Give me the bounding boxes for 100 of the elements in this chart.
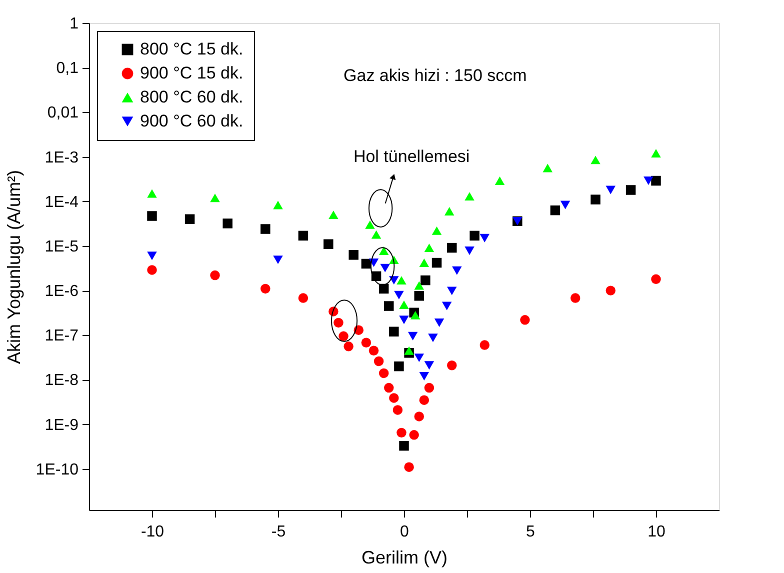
annotation: Hol tünellemesi <box>353 146 470 166</box>
point <box>348 250 358 260</box>
point <box>432 258 442 268</box>
y-tick-label: 0,01 <box>47 104 79 122</box>
point <box>570 293 580 303</box>
annotation: Gaz akis hizi : 150 sccm <box>344 66 527 85</box>
point <box>419 258 430 267</box>
point <box>590 194 600 204</box>
point <box>368 258 379 267</box>
y-axis-title: Akim Yogunlugu (A/um²) <box>4 170 24 364</box>
y-tick-label: 1E-7 <box>44 328 79 345</box>
point <box>394 361 404 372</box>
point <box>419 372 430 380</box>
point <box>324 239 334 249</box>
point <box>399 316 409 324</box>
point <box>298 230 308 241</box>
legend-label: 800 °C 15 dk. <box>140 40 244 58</box>
point <box>626 185 636 195</box>
x-tick-label: 10 <box>648 524 666 540</box>
point <box>470 230 480 241</box>
y-tick-label: 1E-5 <box>44 238 79 256</box>
point <box>464 192 474 201</box>
point <box>414 281 424 290</box>
x-tick-label: 0 <box>400 524 410 540</box>
point <box>147 265 157 275</box>
point <box>560 200 570 210</box>
point <box>374 356 384 366</box>
point <box>480 340 490 350</box>
point <box>606 186 616 194</box>
point <box>424 361 434 370</box>
y-tick-label: 1E-6 <box>44 283 79 300</box>
y-tick-label: 0,1 <box>56 60 79 78</box>
point <box>651 149 661 158</box>
y-tick-label: 1E-10 <box>36 461 79 478</box>
point <box>365 220 375 229</box>
point <box>409 430 419 440</box>
point <box>260 224 270 234</box>
point <box>442 302 452 310</box>
point <box>434 318 444 327</box>
point <box>298 293 308 303</box>
x-tick-label: -10 <box>140 524 164 540</box>
point <box>344 342 354 352</box>
point <box>414 412 424 422</box>
point <box>222 218 232 228</box>
point <box>432 226 442 235</box>
point <box>389 393 399 403</box>
x-tick-label: 5 <box>526 524 536 540</box>
point <box>384 382 394 393</box>
point <box>428 334 438 342</box>
point <box>444 207 454 216</box>
x-axis-title: Gerilim (V) <box>362 548 448 568</box>
point <box>424 382 434 393</box>
point <box>361 338 372 348</box>
point <box>404 346 414 355</box>
legend-label: 900 °C 15 dk. <box>140 64 244 82</box>
point <box>399 440 409 451</box>
y-tick-label: 1E-3 <box>44 149 79 166</box>
point <box>389 276 399 285</box>
point <box>447 286 457 296</box>
point <box>210 270 220 280</box>
y-tick-label: 1E-8 <box>44 372 79 390</box>
point <box>651 176 661 186</box>
point <box>404 462 414 472</box>
point <box>494 176 505 185</box>
point <box>396 276 406 285</box>
point <box>447 242 457 253</box>
point <box>368 346 379 356</box>
legend-label: 900 °C 60 dk. <box>140 112 244 130</box>
point <box>410 310 420 320</box>
point <box>542 164 553 172</box>
point <box>399 300 409 309</box>
point <box>210 194 220 202</box>
point <box>338 331 348 342</box>
point <box>384 301 394 311</box>
point <box>147 189 157 198</box>
y-tick-label: 1E-9 <box>44 416 79 434</box>
point <box>394 290 404 300</box>
point <box>464 246 474 255</box>
point <box>452 266 462 275</box>
point <box>419 395 430 405</box>
point <box>480 234 490 242</box>
point <box>414 291 424 301</box>
point <box>396 428 406 438</box>
point <box>389 326 399 336</box>
point <box>184 214 195 224</box>
point <box>644 176 654 185</box>
point <box>392 405 403 415</box>
point <box>273 200 283 210</box>
point <box>550 205 560 216</box>
point <box>520 315 530 325</box>
point <box>260 284 270 294</box>
point <box>414 354 424 362</box>
point <box>420 275 430 286</box>
point <box>408 332 418 340</box>
point <box>378 246 389 255</box>
point <box>328 210 338 220</box>
point <box>590 156 600 164</box>
point <box>147 252 157 260</box>
point <box>447 360 457 370</box>
point <box>651 274 661 284</box>
